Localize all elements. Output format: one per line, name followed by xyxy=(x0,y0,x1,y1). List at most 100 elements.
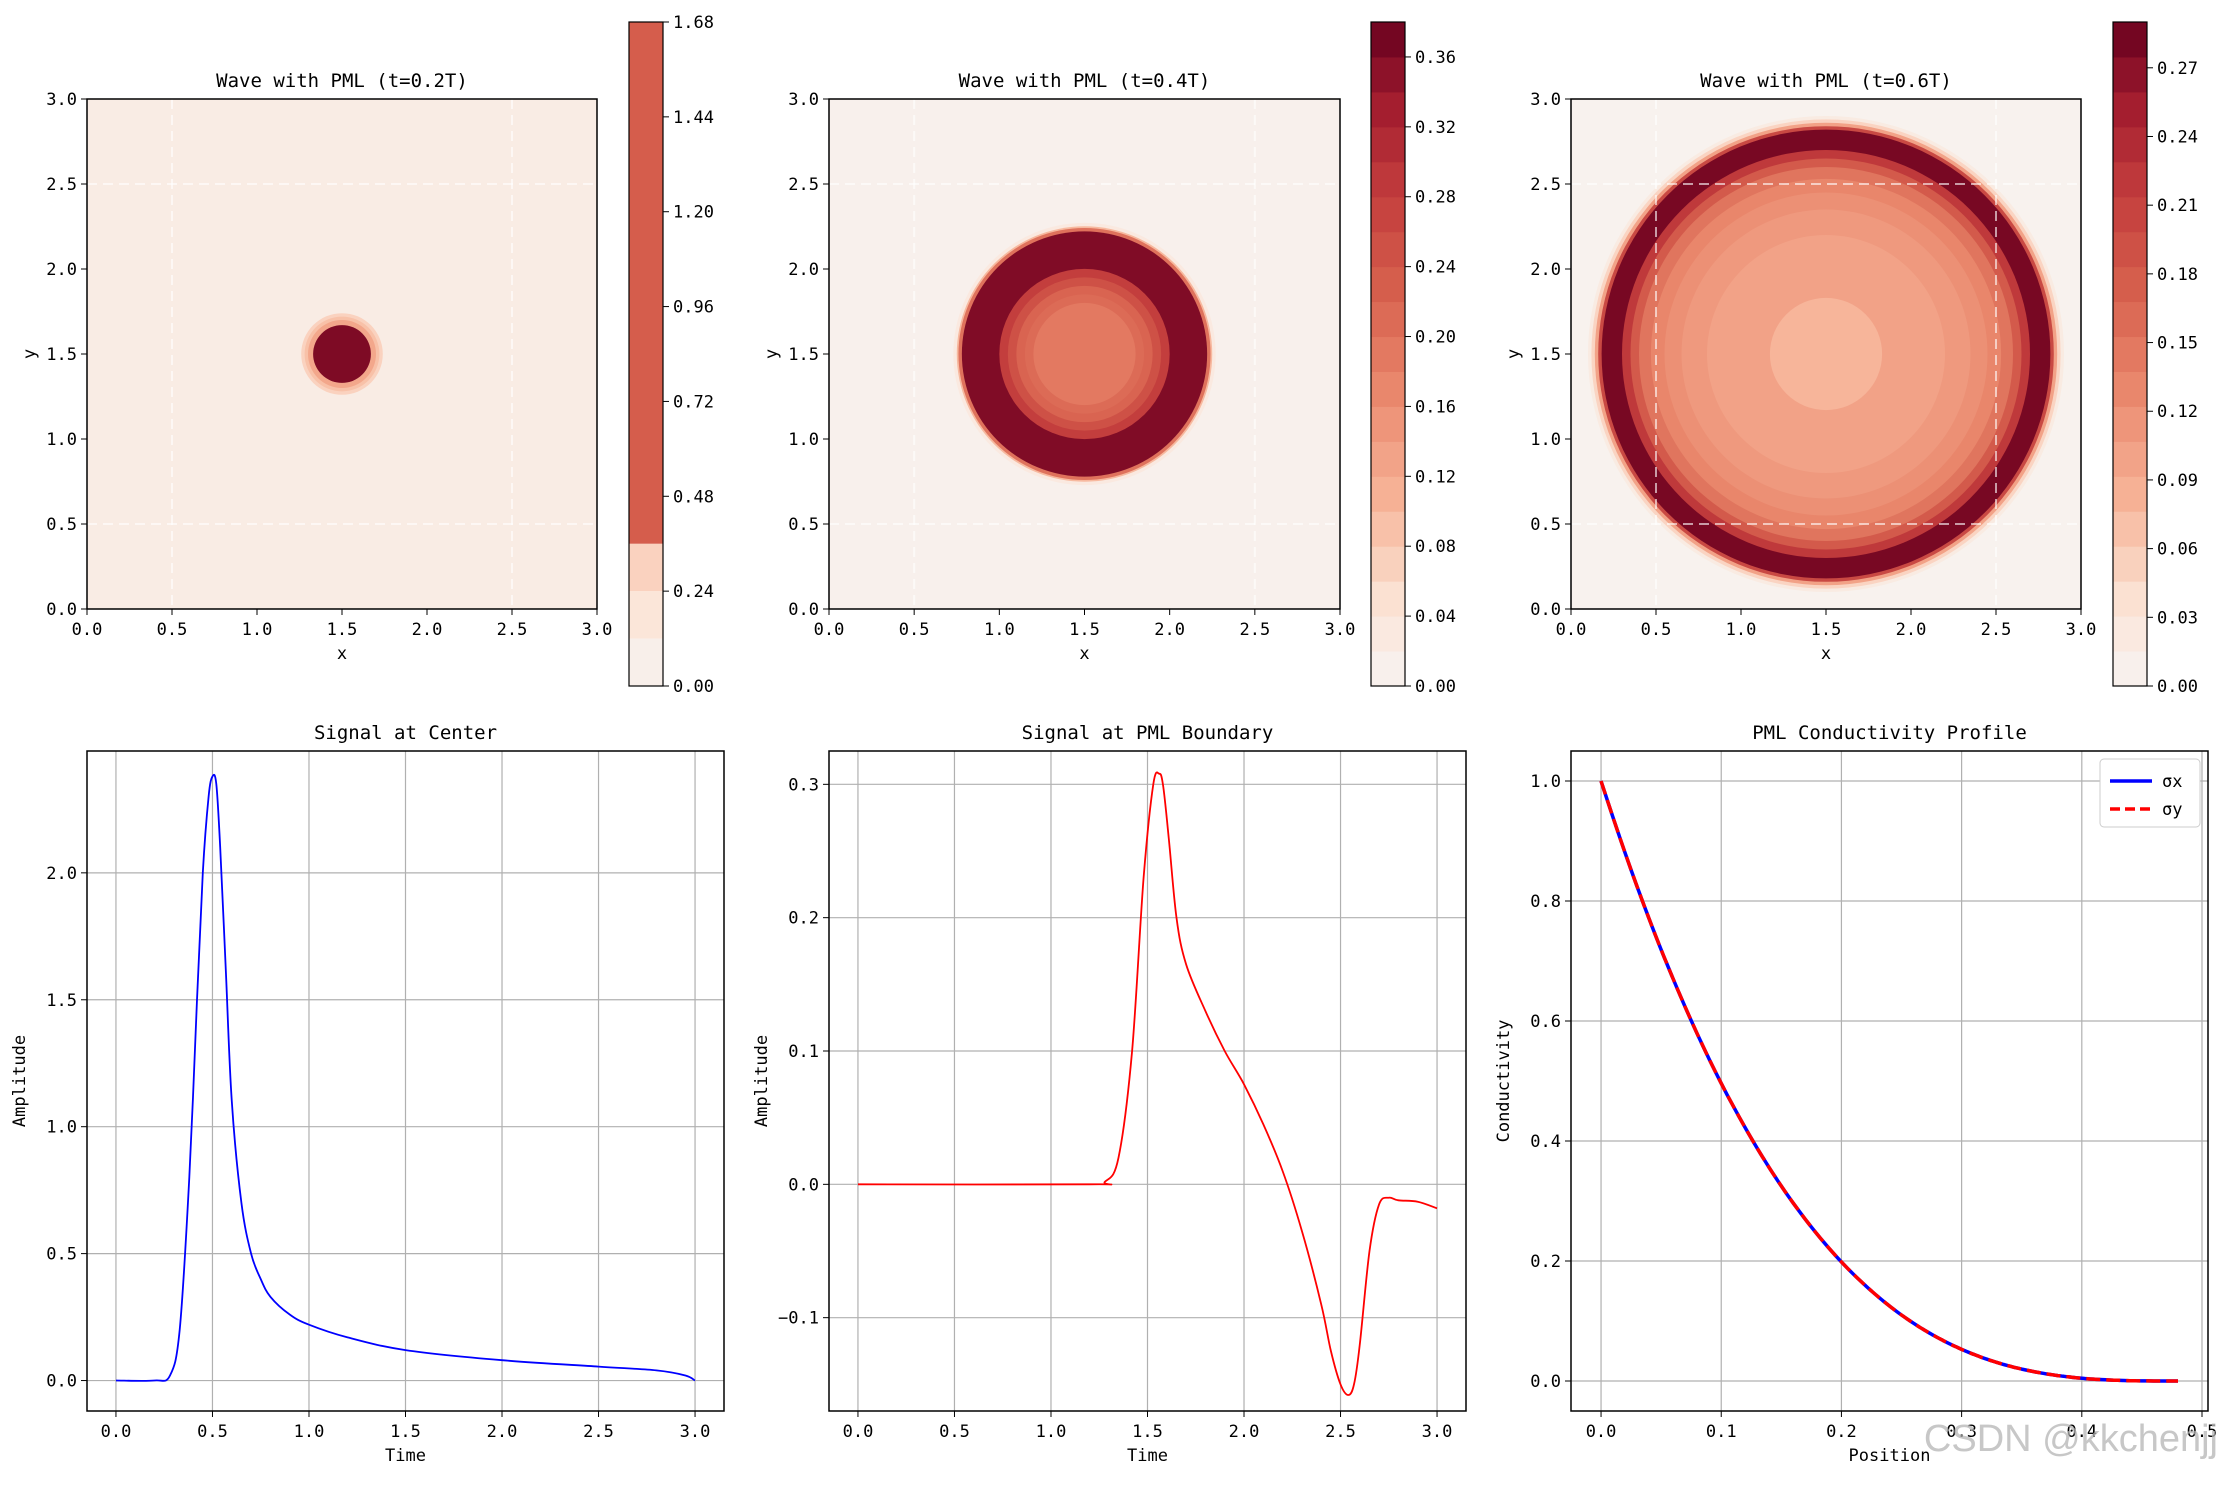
y-tick-label: 0.0 xyxy=(1530,1372,1561,1392)
colorbar-segment xyxy=(1371,196,1405,233)
colorbar-segment xyxy=(2113,266,2147,303)
y-tick-label: 2.5 xyxy=(1530,175,1561,195)
colorbar-segment xyxy=(629,591,663,639)
colorbar-tick-label: 0.08 xyxy=(1415,537,1456,557)
colorbar-tick-label: 0.20 xyxy=(1415,328,1456,348)
y-tick-label: 2.5 xyxy=(788,175,819,195)
y-axis-label: Amplitude xyxy=(752,1035,772,1127)
heatmap-panel-2: 0.0 0.5 1.0 1.5 2.0 2.5 3.0 0.0 0.5 1.0 1.5 2.0 2.5 3… xyxy=(762,21,1456,697)
colorbar-segment xyxy=(1371,616,1405,652)
colorbar-tick-label: 0.24 xyxy=(673,582,714,602)
x-tick-label: 0.5 xyxy=(1641,620,1672,640)
colorbar-tick-label: 0.18 xyxy=(2157,265,2198,285)
colorbar-tick-label: 1.44 xyxy=(673,108,714,128)
colorbar-tick-label: 0.12 xyxy=(2157,402,2198,422)
x-tick-label: 1.0 xyxy=(294,1422,325,1442)
chart-title: Signal at Center xyxy=(314,722,497,744)
colorbar-segment xyxy=(1371,301,1405,338)
colorbar-tick-label: 0.36 xyxy=(1415,48,1456,68)
colorbar-frame xyxy=(1370,21,1406,687)
x-tick-label: 2.0 xyxy=(1154,620,1185,640)
y-tick-label: 0.5 xyxy=(46,515,77,535)
x-axis-label: x xyxy=(1079,644,1089,664)
chart-title: Signal at PML Boundary xyxy=(1022,722,1274,744)
colorbar-segment xyxy=(2113,546,2147,582)
x-axis-label: x xyxy=(1821,644,1831,664)
y-tick-label: 0.5 xyxy=(1530,515,1561,535)
x-tick-label: 1.5 xyxy=(1069,620,1100,640)
y-tick-label: 1.0 xyxy=(788,430,819,450)
x-tick-label: 1.5 xyxy=(327,620,358,640)
x-axis-label: x xyxy=(337,644,347,664)
legend-box xyxy=(2099,758,2201,828)
x-tick-label: 0.5 xyxy=(2187,1422,2218,1442)
colorbar-tick-label: 0.06 xyxy=(2157,540,2198,560)
colorbar-segment xyxy=(2113,301,2147,338)
colorbar-segment xyxy=(2113,476,2147,512)
colorbar-segment xyxy=(2113,581,2147,617)
y-tick-label: 3.0 xyxy=(46,90,77,110)
x-tick-label: 0.3 xyxy=(1946,1422,1977,1442)
y-tick-label: 1.0 xyxy=(1530,430,1561,450)
colorbar-segment xyxy=(2113,56,2147,93)
y-tick-label: 1.0 xyxy=(46,430,77,450)
contour-ring xyxy=(1033,302,1136,406)
colorbar-segment xyxy=(1371,476,1405,512)
colorbar-segment xyxy=(1371,126,1405,163)
y-tick-label: 0.6 xyxy=(1530,1012,1561,1032)
y-tick-label: 0.5 xyxy=(46,1245,77,1265)
x-tick-label: 0.0 xyxy=(1556,620,1587,640)
plot-frame xyxy=(1570,750,2209,1412)
y-tick-label: 1.5 xyxy=(1530,345,1561,365)
colorbar-frame xyxy=(2112,21,2148,687)
colorbar-segment xyxy=(1371,511,1405,547)
x-tick-label: 1.5 xyxy=(390,1422,421,1442)
legend-label: σx xyxy=(2162,772,2182,792)
x-tick-label: 0.0 xyxy=(1586,1422,1617,1442)
legend-label: σy xyxy=(2162,800,2182,820)
colorbar-tick-label: 0.04 xyxy=(1415,607,1456,627)
y-tick-label: 0.0 xyxy=(1530,600,1561,620)
colorbar-tick-label: 0.09 xyxy=(2157,471,2198,491)
line-panel-3: 0.0 0.1 0.2 0.3 0.4 0.5 0.0 0.2 0.4 0.6 0.8 1.0 PML … xyxy=(1494,722,2217,1466)
y-axis-label: Conductivity xyxy=(1494,1020,1514,1143)
colorbar-segment xyxy=(1371,161,1405,198)
y-axis-label: y xyxy=(20,349,40,359)
y-tick-label: 2.0 xyxy=(1530,260,1561,280)
colorbar: 0.00 0.24 0.48 0.72 0.96 1.20 1.44 1.68 xyxy=(628,13,714,697)
y-axis-label: y xyxy=(1504,349,1524,359)
colorbar-tick-label: 0.03 xyxy=(2157,608,2198,628)
x-tick-label: 0.5 xyxy=(939,1422,970,1442)
y-axis-label: Amplitude xyxy=(10,1035,30,1127)
x-tick-label: 3.0 xyxy=(1422,1422,1453,1442)
y-tick-label: 0.1 xyxy=(788,1042,819,1062)
colorbar-segment xyxy=(629,543,663,592)
colorbar-segment xyxy=(2113,161,2147,198)
heatmap-area xyxy=(829,99,1340,609)
y-tick-label: 2.5 xyxy=(46,175,77,195)
y-tick-label: 1.0 xyxy=(1530,772,1561,792)
y-tick-label: 0.0 xyxy=(788,1175,819,1195)
colorbar: 0.00 0.04 0.08 0.12 0.16 0.20 0.24 0.28 0.32 0.36 xyxy=(1370,21,1456,697)
y-tick-label: 0.3 xyxy=(788,775,819,795)
x-tick-label: 3.0 xyxy=(2066,620,2097,640)
colorbar-tick-label: 0.48 xyxy=(673,487,714,507)
x-tick-label: 0.0 xyxy=(814,620,845,640)
y-tick-label: 2.0 xyxy=(46,260,77,280)
y-tick-label: 0.4 xyxy=(1530,1132,1561,1152)
y-tick-label: 2.0 xyxy=(788,260,819,280)
colorbar-segment xyxy=(2113,511,2147,547)
x-tick-label: 2.0 xyxy=(487,1422,518,1442)
colorbar-tick-label: 0.28 xyxy=(1415,188,1456,208)
colorbar-segment xyxy=(2113,196,2147,233)
x-tick-label: 3.0 xyxy=(1325,620,1356,640)
colorbar-tick-label: 0.24 xyxy=(1415,258,1456,278)
x-tick-label: 2.5 xyxy=(1325,1422,1356,1442)
y-tick-label: 0.8 xyxy=(1530,892,1561,912)
colorbar-segment xyxy=(2113,126,2147,163)
heatmap-area xyxy=(87,99,597,609)
chart-title: Wave with PML (t=0.4T) xyxy=(959,70,1211,92)
y-tick-label: 0.0 xyxy=(46,1372,77,1392)
x-tick-label: 1.0 xyxy=(984,620,1015,640)
colorbar-segment xyxy=(1371,266,1405,303)
